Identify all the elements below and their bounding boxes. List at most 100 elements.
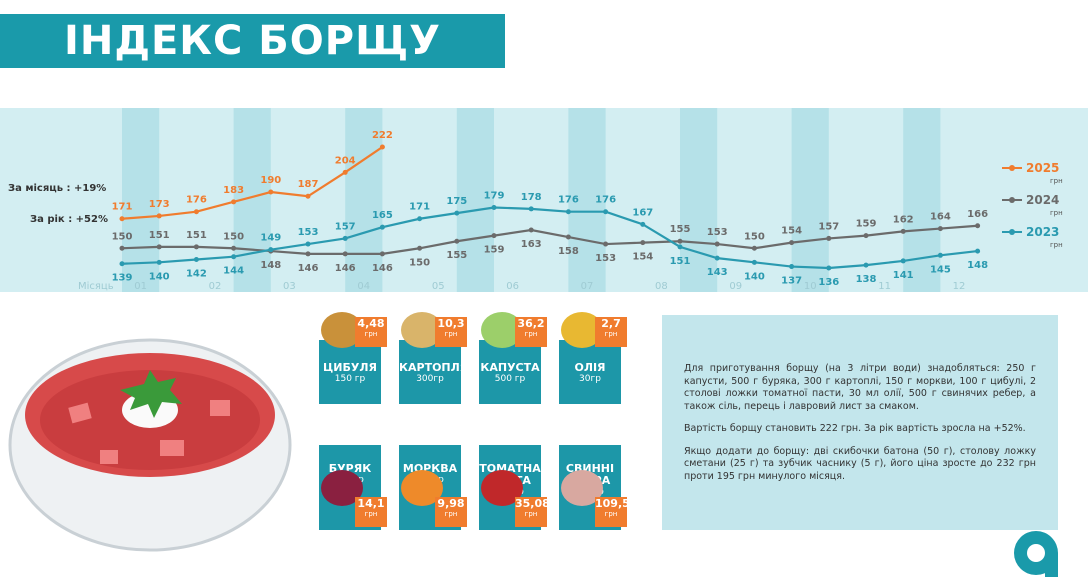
x-axis-label: Місяць <box>78 280 114 292</box>
price-value: 9,98 <box>437 497 465 510</box>
point <box>900 228 906 234</box>
point <box>826 265 832 271</box>
point <box>863 233 869 239</box>
point <box>789 240 795 246</box>
point <box>714 255 720 261</box>
value-label: 157 <box>335 221 356 232</box>
x-tick-label: 02 <box>209 281 222 292</box>
point <box>565 234 571 240</box>
ingredient-name: ЦИБУЛЯ <box>323 361 377 374</box>
point <box>751 259 757 265</box>
band-stripe <box>680 108 718 292</box>
value-label: 187 <box>298 179 319 190</box>
point <box>417 245 423 251</box>
point <box>342 169 348 175</box>
series-line <box>121 146 384 220</box>
value-label: 150 <box>744 231 765 242</box>
value-label: 149 <box>260 233 281 244</box>
ingredient-card: КАРТОПЛЯ 300гр <box>399 340 468 404</box>
value-label: 153 <box>595 253 616 264</box>
point <box>975 223 981 229</box>
ingredient-card: ОЛІЯ 30гр <box>559 340 621 404</box>
point <box>863 262 869 268</box>
point <box>789 264 795 270</box>
value-label: 146 <box>372 263 393 274</box>
band-stripe <box>122 108 160 292</box>
value-label: 171 <box>409 202 430 213</box>
point <box>193 244 199 250</box>
bowl-illustration <box>8 338 292 552</box>
legend-dot <box>1009 197 1015 203</box>
ingredient-weight: 30гр <box>579 374 601 384</box>
legend-unit: грн <box>1050 241 1063 249</box>
price-value: 109,5 <box>595 497 630 510</box>
price-unit: грн <box>524 330 538 338</box>
point <box>305 193 311 199</box>
x-tick-label: 06 <box>506 281 519 292</box>
value-label: 138 <box>856 274 877 285</box>
description-paragraph: Якщо додати до борщу: дві скибочки батон… <box>684 445 1036 482</box>
point <box>379 144 385 150</box>
point <box>305 241 311 247</box>
price-unit: грн <box>604 330 618 338</box>
logo <box>1014 531 1058 577</box>
ingredient-price: 4,48 грн <box>355 317 387 347</box>
value-label: 146 <box>298 263 319 274</box>
point <box>342 251 348 257</box>
value-label: 143 <box>707 267 728 278</box>
band-stripe <box>903 108 941 292</box>
value-label: 178 <box>521 192 542 203</box>
ingredient-price: 2,7 грн <box>595 317 627 347</box>
point <box>900 258 906 264</box>
description-box: Для приготування борщу (на 3 літри води)… <box>662 315 1058 530</box>
price-value: 4,48 <box>357 317 385 330</box>
point <box>119 216 125 222</box>
point <box>491 204 497 210</box>
value-label: 158 <box>558 246 579 257</box>
value-label: 150 <box>112 231 133 242</box>
point <box>937 226 943 232</box>
price-value: 10,3 <box>437 317 465 330</box>
value-label: 151 <box>149 230 170 241</box>
price-unit: грн <box>524 510 538 518</box>
band-stripe <box>345 108 383 292</box>
value-label: 204 <box>335 155 356 166</box>
price-unit: грн <box>364 510 378 518</box>
point <box>119 261 125 267</box>
point <box>156 259 162 265</box>
value-label: 173 <box>149 199 170 210</box>
value-label: 151 <box>670 256 691 267</box>
point <box>268 189 274 195</box>
value-label: 166 <box>967 209 988 220</box>
point <box>454 210 460 216</box>
point <box>528 206 534 212</box>
point <box>268 247 274 253</box>
x-tick-label: 10 <box>804 281 817 292</box>
ingredient-price: 109,5 грн <box>595 497 630 527</box>
point <box>603 209 609 215</box>
price-value: 36,2 <box>517 317 545 330</box>
point <box>231 254 237 260</box>
point <box>379 251 385 257</box>
band-stripe <box>456 108 494 292</box>
value-label: 153 <box>707 227 728 238</box>
point <box>417 216 423 222</box>
price-unit: грн <box>604 510 618 518</box>
value-label: 153 <box>298 227 319 238</box>
point <box>231 199 237 205</box>
point <box>826 235 832 241</box>
band-stripe <box>791 108 829 292</box>
value-label: 145 <box>930 264 951 275</box>
x-tick-label: 12 <box>953 281 966 292</box>
value-label: 176 <box>186 195 207 206</box>
point <box>640 221 646 227</box>
title-bar: ІНДЕКС БОРЩУ <box>0 14 505 68</box>
price-value: 14,1 <box>357 497 385 510</box>
legend-label: 2023 <box>1026 225 1059 239</box>
value-label: 171 <box>112 202 133 213</box>
value-label: 151 <box>186 230 207 241</box>
ingredient-price: 35,08 грн <box>515 497 550 527</box>
value-label: 222 <box>372 130 393 141</box>
ingredient-card: ЦИБУЛЯ 150 гр <box>319 340 381 404</box>
value-label: 179 <box>484 190 505 201</box>
